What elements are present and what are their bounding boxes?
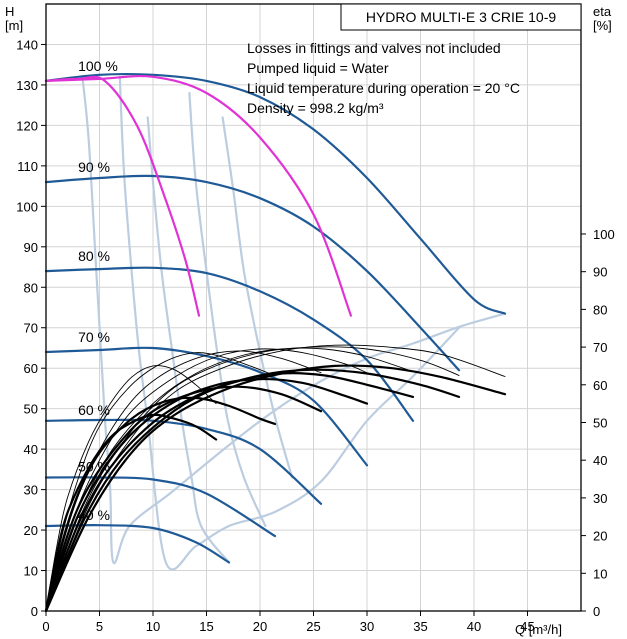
- eta-tick-label: 60: [593, 378, 607, 393]
- guide-curve-3: [146, 116, 231, 564]
- eff-curve-13: [44, 364, 507, 613]
- y-tick-label: 60: [24, 361, 38, 376]
- ticks: 0 5 10 15 20 25 30 35 40 450102030405060708090100…: [16, 37, 614, 634]
- y-tick-label: 20: [24, 523, 38, 538]
- eta-tick-label: 50: [593, 415, 607, 430]
- y-tick-label: 120: [16, 118, 38, 133]
- y-tick-label: 70: [24, 321, 38, 336]
- x-tick-label: 15: [199, 619, 213, 634]
- x-tick-label: 35: [413, 619, 427, 634]
- eff-curve-3: [44, 396, 277, 613]
- note-3: Liquid temperature during operation = 20…: [247, 80, 520, 96]
- eta-axis-label-symbol: eta: [593, 4, 612, 19]
- y-tick-label: 100: [16, 199, 38, 214]
- eta-tick-label: 80: [593, 302, 607, 317]
- guide-curve-1: [81, 75, 507, 565]
- head-curve-1: [44, 72, 507, 315]
- curves: 100 % 90 % 80 % 70 % 60 % 50 % 40 %: [44, 58, 507, 613]
- eta-tick-label: 10: [593, 566, 607, 581]
- eff-curve-10: [45, 347, 414, 612]
- head-curve-3: [44, 266, 415, 422]
- chart-title: HYDRO MULTI-E 3 CRIE 10-9: [366, 9, 557, 25]
- y-tick-label: 50: [24, 402, 38, 417]
- y-tick-label: 140: [16, 37, 38, 52]
- speed-label: 40 %: [78, 507, 110, 523]
- eta-axis-label-unit: [%]: [593, 18, 612, 33]
- limit-curve-2: [44, 74, 352, 317]
- head-curve-5: [44, 418, 323, 505]
- y-tick-label: 10: [24, 564, 38, 579]
- speed-label: 90 %: [78, 159, 110, 175]
- head-curve-2: [44, 174, 461, 372]
- y-tick-label: 0: [31, 604, 38, 619]
- y-tick-label: 90: [24, 240, 38, 255]
- eta-tick-label: 70: [593, 340, 607, 355]
- eff-curve-4: [45, 352, 276, 612]
- eta-tick-label: 20: [593, 529, 607, 544]
- y-tick-label: 80: [24, 280, 38, 295]
- guide-curve-2: [118, 75, 461, 571]
- x-tick-label: 45: [520, 619, 534, 634]
- eta-tick-label: 40: [593, 453, 607, 468]
- guide-curve-5: [221, 116, 294, 479]
- head-curve-4: [44, 346, 369, 467]
- y-tick-label: 130: [16, 78, 38, 93]
- speed-label: 100 %: [78, 58, 118, 74]
- eta-tick-label: 30: [593, 491, 607, 506]
- eff-curve-2: [45, 365, 217, 612]
- title-box: [340, 3, 582, 31]
- eff-curve-6: [45, 350, 322, 612]
- speed-label: 80 %: [78, 248, 110, 264]
- x-tick-label: 0: [42, 619, 49, 634]
- eta-tick-label: 100: [593, 227, 615, 242]
- eta-tick-label: 90: [593, 265, 607, 280]
- y-tick-label: 40: [24, 442, 38, 457]
- y-axis-label-symbol: H: [5, 4, 14, 19]
- eta-tick-label: 0: [593, 604, 600, 619]
- x-tick-label: 25: [306, 619, 320, 634]
- note-1: Losses in fittings and valves not includ…: [247, 40, 501, 56]
- x-tick-label: 10: [146, 619, 160, 634]
- note-4: Density = 998.2 kg/m³: [247, 100, 384, 116]
- speed-label: 50 %: [78, 458, 110, 474]
- eff-curve-12: [45, 346, 460, 612]
- x-axis-label: Q [m³/h]: [515, 622, 562, 637]
- x-tick-label: 30: [360, 619, 374, 634]
- x-tick-label: 40: [467, 619, 481, 634]
- x-tick-label: 5: [96, 619, 103, 634]
- y-axis-label-unit: [m]: [5, 18, 23, 33]
- y-tick-label: 30: [24, 483, 38, 498]
- note-2: Pumped liquid = Water: [247, 60, 389, 76]
- y-tick-label: 110: [17, 159, 38, 174]
- guide-curve-4: [188, 91, 267, 528]
- eff-curve-11: [44, 368, 461, 613]
- speed-label: 70 %: [78, 329, 110, 345]
- eff-curve-14: [45, 344, 506, 612]
- speed-label: 60 %: [78, 402, 110, 418]
- eff-curve-8: [45, 348, 368, 612]
- x-tick-label: 20: [253, 619, 267, 634]
